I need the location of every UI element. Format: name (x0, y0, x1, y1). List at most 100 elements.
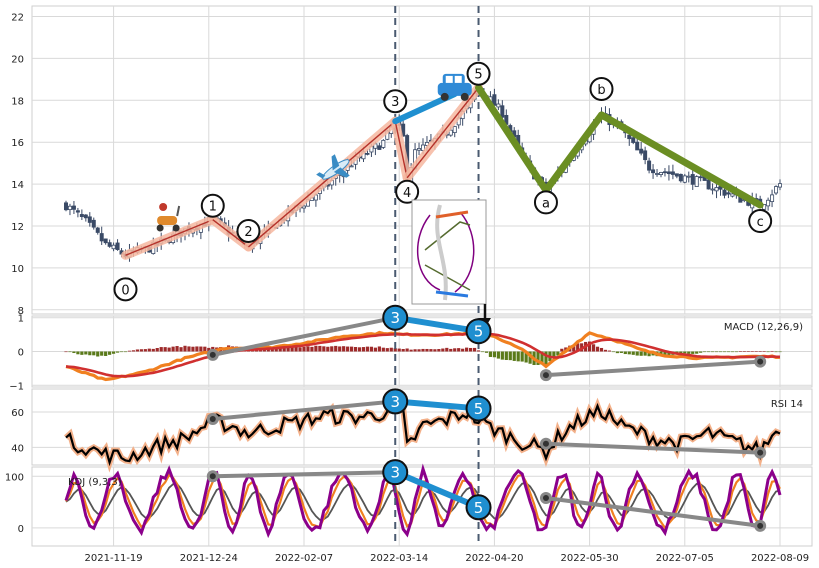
macd-histogram-bar (119, 351, 124, 353)
macd-histogram-bar (393, 348, 397, 352)
candle-body (301, 205, 306, 209)
macd-histogram-bar (750, 351, 754, 352)
kdj-divergence-line (212, 470, 396, 479)
macd-histogram-bar (774, 351, 778, 353)
macd-histogram-bar (540, 351, 544, 365)
macd-wave-3-5-connector (394, 314, 480, 335)
macd-histogram-bar (472, 347, 477, 352)
macd-histogram-bar (88, 351, 92, 356)
y-tick-label: 10 (11, 264, 24, 275)
macd-histogram-bar (405, 348, 409, 352)
macd-histogram-bar (373, 347, 377, 352)
candle-body (349, 165, 354, 168)
macd-histogram-bar (754, 351, 758, 352)
macd-histogram-bar (722, 351, 727, 353)
candle-body (381, 139, 386, 148)
macd-histogram-bar (516, 351, 520, 362)
kdj-divergence-line (545, 495, 761, 528)
candle-body (694, 176, 699, 187)
candle-body (496, 103, 501, 108)
car-wheel (460, 92, 469, 101)
wave-badge-text: 5 (474, 400, 484, 418)
y-tick-label: 60 (11, 408, 24, 419)
macd-histogram-bar (556, 351, 560, 356)
wave-label-a: a (533, 190, 558, 215)
wave-label-b: b (589, 76, 614, 101)
macd-histogram-bar (631, 351, 635, 355)
wave-label-circle (748, 209, 773, 234)
macd-histogram-bar (294, 346, 298, 352)
wave-label-0: 0 (113, 277, 138, 302)
macd-histogram-bar (730, 351, 734, 353)
macd-histogram-bar (504, 351, 508, 361)
scooter-wheel (156, 224, 164, 232)
macd-histogram-bar (365, 346, 370, 352)
candle-body (111, 244, 116, 250)
macd-wave-3-badge: 3 (382, 304, 409, 331)
macd-histogram-bar (603, 349, 608, 352)
candle-body (678, 173, 683, 182)
macd-histogram-bar (199, 346, 203, 352)
macd-histogram-bar (306, 346, 310, 352)
macd-divergence-dot-center (542, 372, 549, 379)
macd-histogram-bar (607, 350, 612, 352)
macd-histogram-bar (84, 351, 88, 355)
x-tick-label: 2022-05-30 (561, 553, 619, 564)
macd-histogram-bar (615, 351, 619, 354)
macd-histogram-bar (778, 351, 782, 353)
macd-histogram-bar (163, 347, 167, 352)
y-tick-label: 100 (5, 472, 24, 483)
macd-histogram-bar (703, 351, 707, 353)
macd-histogram-bar (572, 345, 576, 352)
macd-histogram-bar (334, 345, 338, 352)
macd-histogram-bar (139, 349, 143, 352)
wave-label-text: 2 (244, 225, 252, 240)
wave-badge-circle (465, 318, 492, 345)
x-tick-label: 2021-12-24 (180, 553, 238, 564)
macd-histogram-bar (718, 351, 723, 353)
macd-histogram-bar (552, 351, 556, 358)
airplane-wing (331, 154, 340, 171)
candle-body (635, 141, 640, 151)
macd-wave-5-badge: 5 (465, 318, 492, 345)
macd-histogram-bar (377, 346, 381, 352)
macd-histogram-bar (667, 351, 671, 356)
macd-histogram-bar (445, 347, 449, 352)
candle-body (659, 172, 664, 176)
macd-histogram-bar (413, 349, 417, 352)
macd-histogram-bar (687, 351, 691, 354)
macd-histogram-bar (286, 347, 290, 352)
macd-histogram-bar (282, 347, 286, 352)
macd-histogram-bar (290, 347, 294, 352)
macd-histogram-bar (318, 345, 322, 352)
car-icon (437, 73, 472, 101)
y-tick-label: 22 (11, 12, 24, 23)
candle-body (774, 186, 779, 194)
candle-body (107, 242, 112, 247)
macd-histogram-bar (115, 351, 120, 353)
macd-histogram-bar (766, 351, 770, 353)
inset-curve (424, 221, 471, 291)
macd-histogram-bar (187, 346, 191, 352)
macd-histogram-bar (437, 349, 441, 352)
macd-histogram-bar (560, 348, 564, 352)
macd-histogram-bar (342, 346, 346, 352)
wave-label-circle (113, 277, 138, 302)
candle-body (631, 137, 636, 143)
candle-body (686, 175, 691, 178)
candle-body (75, 210, 80, 213)
wave-label-text: c (757, 215, 764, 230)
macd-histogram-bar (151, 348, 155, 352)
macd-histogram-bar (123, 351, 128, 353)
macd-histogram-bar (461, 348, 465, 352)
y-tick-label: 16 (11, 138, 24, 149)
candle-body (99, 233, 104, 242)
rsi-panel-label: RSI 14 (771, 399, 803, 410)
macd-histogram-bar (278, 347, 282, 352)
macd-divergence-dot-center (209, 351, 216, 358)
y-tick-label: 18 (11, 96, 24, 107)
y-tick-label: 0 (18, 348, 24, 359)
wave-label-text: 0 (121, 283, 129, 298)
macd-divergence-line (212, 315, 396, 357)
